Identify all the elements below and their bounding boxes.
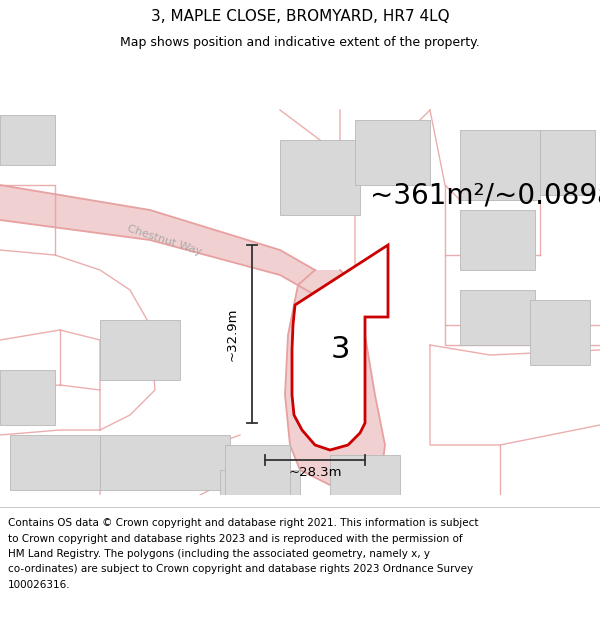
Bar bbox=[460, 130, 540, 200]
Bar bbox=[355, 120, 430, 185]
Polygon shape bbox=[285, 270, 385, 490]
Bar bbox=[280, 140, 360, 215]
Polygon shape bbox=[292, 245, 388, 450]
Text: 3, MAPLE CLOSE, BROMYARD, HR7 4LQ: 3, MAPLE CLOSE, BROMYARD, HR7 4LQ bbox=[151, 9, 449, 24]
Polygon shape bbox=[0, 185, 315, 295]
Bar bbox=[10, 435, 100, 490]
Text: to Crown copyright and database rights 2023 and is reproduced with the permissio: to Crown copyright and database rights 2… bbox=[8, 534, 463, 544]
Bar bbox=[0, 115, 55, 165]
Text: Map shows position and indicative extent of the property.: Map shows position and indicative extent… bbox=[120, 36, 480, 49]
Bar bbox=[225, 445, 290, 495]
Bar bbox=[460, 210, 535, 270]
Text: ~361m²/~0.089ac.: ~361m²/~0.089ac. bbox=[370, 181, 600, 209]
Bar bbox=[330, 455, 400, 495]
Text: 100026316.: 100026316. bbox=[8, 580, 71, 590]
Bar bbox=[540, 130, 595, 195]
Text: ~28.3m: ~28.3m bbox=[288, 466, 342, 479]
Text: 3: 3 bbox=[330, 336, 350, 364]
Text: Contains OS data © Crown copyright and database right 2021. This information is : Contains OS data © Crown copyright and d… bbox=[8, 518, 479, 528]
Bar bbox=[0, 370, 55, 425]
Text: co-ordinates) are subject to Crown copyright and database rights 2023 Ordnance S: co-ordinates) are subject to Crown copyr… bbox=[8, 564, 473, 574]
Bar bbox=[220, 470, 300, 495]
Bar bbox=[530, 300, 590, 365]
Text: Maple Close: Maple Close bbox=[313, 319, 332, 387]
Text: ~32.9m: ~32.9m bbox=[226, 308, 239, 361]
Text: HM Land Registry. The polygons (including the associated geometry, namely x, y: HM Land Registry. The polygons (includin… bbox=[8, 549, 430, 559]
Text: Chestnut Way: Chestnut Way bbox=[127, 223, 203, 257]
Bar bbox=[100, 320, 180, 380]
Bar bbox=[460, 290, 535, 345]
Bar bbox=[100, 435, 230, 490]
